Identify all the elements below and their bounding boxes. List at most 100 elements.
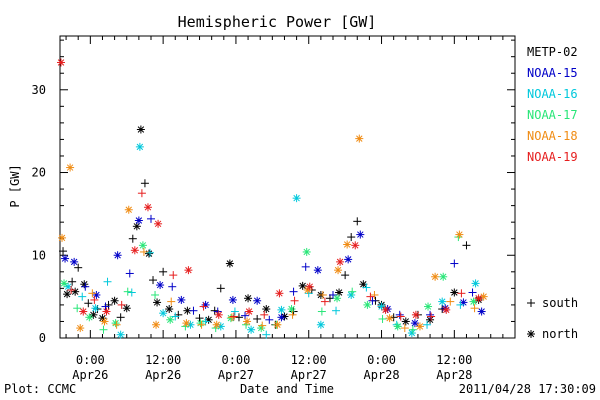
data-point <box>370 290 379 299</box>
data-point <box>61 254 70 263</box>
x-axis-ticks: 0:00Apr2612:00Apr260:00Apr2712:00Apr270:… <box>65 36 516 382</box>
y-axis-ticks: 0 10 20 30 <box>32 39 515 345</box>
data-point <box>245 307 254 316</box>
data-point <box>438 297 447 306</box>
data-point <box>347 290 356 299</box>
data-point <box>182 319 191 328</box>
series-metp-02 <box>59 125 483 329</box>
data-point <box>273 320 282 329</box>
series-noaa-18 <box>58 134 488 333</box>
data-point <box>67 286 76 295</box>
data-point <box>415 322 424 331</box>
data-point <box>196 319 205 328</box>
data-point <box>138 241 147 250</box>
data-point <box>253 314 262 323</box>
data-point <box>260 310 269 319</box>
data-point <box>316 320 325 329</box>
data-point <box>477 307 486 316</box>
data-point <box>101 302 110 311</box>
data-point <box>355 134 364 143</box>
data-point <box>227 313 236 322</box>
data-point <box>332 306 341 315</box>
data-point <box>470 304 479 313</box>
data-point <box>400 324 409 333</box>
data-point <box>135 142 144 151</box>
data-point <box>81 282 90 291</box>
data-point <box>116 330 125 339</box>
x-tick-date-label: Apr26 <box>145 368 181 382</box>
data-point <box>149 276 158 285</box>
data-point <box>102 307 111 316</box>
data-point <box>368 296 377 305</box>
data-point <box>116 313 125 322</box>
marker-key-symbol <box>527 330 535 338</box>
data-point <box>381 305 390 314</box>
data-point <box>66 163 75 172</box>
data-point <box>244 294 253 303</box>
data-point <box>468 288 477 297</box>
data-point <box>411 310 420 319</box>
x-tick-date-label: Apr27 <box>218 368 254 382</box>
data-point <box>393 322 402 331</box>
data-point <box>243 317 252 326</box>
data-point <box>143 203 152 212</box>
y-axis-label: P [GW] <box>8 164 22 207</box>
data-point <box>329 290 337 299</box>
legend: METP-02 NOAA-15 NOAA-16 NOAA-17 NOAA-18 NOAA-… <box>527 45 578 164</box>
data-points <box>57 58 488 339</box>
data-point <box>139 247 148 256</box>
data-point <box>201 300 210 309</box>
data-point <box>265 315 274 324</box>
data-point <box>113 251 122 260</box>
data-point <box>184 266 193 275</box>
data-point <box>199 302 208 311</box>
data-point <box>442 305 451 314</box>
data-point <box>262 330 271 339</box>
data-point <box>201 317 210 326</box>
data-point <box>154 219 163 228</box>
data-point <box>166 315 175 324</box>
legend-item: NOAA-17 <box>527 108 578 122</box>
data-point <box>144 249 153 258</box>
data-point <box>189 306 198 315</box>
data-point <box>112 320 121 329</box>
x-tick-date-label: Apr27 <box>291 368 327 382</box>
data-point <box>344 255 353 264</box>
data-point <box>88 289 97 298</box>
data-point <box>234 313 243 322</box>
data-point <box>125 269 134 278</box>
data-point <box>474 294 483 303</box>
data-point <box>289 287 298 296</box>
data-point <box>68 277 77 286</box>
data-point <box>60 279 69 288</box>
data-point <box>230 307 239 316</box>
data-point <box>253 296 262 305</box>
data-point <box>424 302 433 311</box>
data-point <box>277 313 286 322</box>
data-point <box>216 284 225 293</box>
data-point <box>275 289 284 298</box>
data-point <box>427 312 436 321</box>
marker-key-label: north <box>542 327 578 341</box>
data-point <box>290 296 299 305</box>
data-point <box>351 241 360 250</box>
data-point <box>439 272 448 281</box>
marker-key-label: south <box>542 296 578 310</box>
data-point <box>426 315 435 324</box>
data-point <box>341 271 350 280</box>
data-point <box>229 312 238 321</box>
data-point <box>91 304 100 313</box>
data-point <box>343 240 352 249</box>
data-point <box>456 300 465 309</box>
data-point <box>228 295 237 304</box>
data-point <box>212 320 221 329</box>
data-point <box>353 217 362 226</box>
data-point <box>469 297 478 306</box>
x-tick-date-label: Apr26 <box>72 368 108 382</box>
data-point <box>455 230 464 239</box>
data-point <box>423 320 432 329</box>
data-point <box>130 246 139 255</box>
chart-title: Hemispheric Power [GW] <box>178 13 377 31</box>
data-point <box>287 305 296 314</box>
